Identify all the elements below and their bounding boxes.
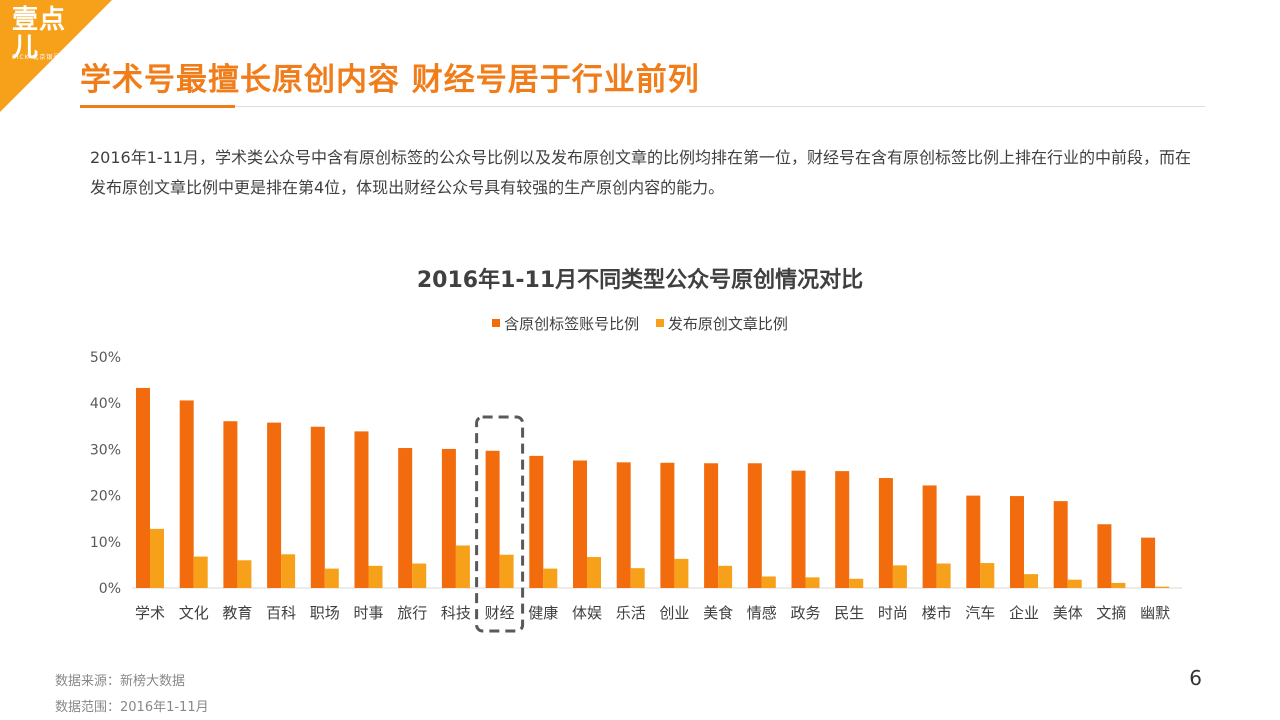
bar-original-tag (1097, 524, 1112, 588)
x-tick-label: 科技 (441, 604, 471, 622)
bar-original-tag (398, 448, 413, 588)
x-tick-label: 旅行 (397, 604, 427, 622)
x-tick-label: 乐活 (616, 604, 646, 622)
bar-original-article (1024, 574, 1038, 588)
bar-original-article (237, 560, 252, 588)
bar-original-tag (616, 462, 631, 588)
brand-logo (0, 0, 112, 112)
x-tick-label: 企业 (1009, 604, 1039, 622)
y-tick-label: 0% (99, 581, 121, 597)
x-tick-label: 美食 (703, 604, 733, 622)
x-tick-label: 汽车 (965, 604, 995, 622)
bar-original-article (936, 563, 951, 588)
bar-original-tag (267, 422, 282, 588)
bar-original-article (455, 545, 470, 588)
bar-original-article (892, 565, 907, 588)
bar-original-tag (441, 448, 456, 588)
legend-item-original-tag: 含原创标签账号比例 (492, 313, 639, 334)
bar-original-article (1111, 582, 1126, 588)
logo-corner-shape (0, 0, 112, 112)
bar-original-article (412, 563, 427, 588)
bar-original-tag (835, 471, 850, 588)
bar-original-tag (966, 495, 981, 588)
bar-original-tag (485, 450, 500, 588)
bar-original-article (805, 577, 820, 588)
y-tick-label: 10% (90, 535, 121, 551)
legend-swatch-original-tag (492, 318, 501, 327)
bar-original-article (543, 568, 558, 588)
legend-swatch-original-article (655, 318, 664, 327)
bar-original-article (324, 568, 339, 588)
bar-original-article (150, 528, 164, 588)
x-tick-label: 时事 (353, 604, 383, 622)
y-tick-label: 40% (90, 396, 121, 412)
bar-original-tag (1141, 537, 1156, 588)
x-tick-label: 学术 (135, 604, 165, 622)
bar-original-tag (310, 426, 325, 588)
x-tick-label: 楼市 (922, 604, 952, 622)
x-tick-label: 教育 (222, 604, 252, 622)
x-tick-label: 民生 (834, 604, 864, 622)
bar-original-tag (1010, 496, 1024, 588)
bar-original-article (499, 554, 514, 588)
bar-original-article (674, 558, 689, 588)
legend-label-original-tag: 含原创标签账号比例 (504, 315, 640, 333)
bar-original-tag (878, 478, 893, 588)
y-tick-label: 30% (90, 442, 121, 458)
bar-original-tag (747, 463, 762, 588)
bar-original-tag (179, 400, 194, 588)
bar-original-article (718, 565, 733, 588)
bar-original-tag (791, 470, 806, 588)
x-tick-label: 文摘 (1096, 604, 1126, 622)
page-title: 学术号最擅长原创内容 财经号居于行业前列 (80, 62, 700, 98)
x-tick-label: 百科 (266, 604, 296, 622)
logo-text: 壹点儿 (12, 5, 67, 63)
bar-original-tag (704, 463, 719, 588)
bar-original-article (980, 563, 995, 588)
title-divider (80, 106, 1205, 107)
bar-original-tag (136, 387, 150, 588)
page-number: 6 (1189, 666, 1202, 690)
bar-original-tag (223, 421, 238, 588)
x-tick-label: 美体 (1053, 604, 1083, 622)
x-tick-label: 情感 (747, 604, 777, 622)
bar-original-tag (660, 462, 675, 588)
bar-original-article (281, 554, 296, 588)
x-tick-label: 幽默 (1140, 604, 1170, 622)
data-range-note: 数据范围：2016年1-11月 (55, 700, 209, 715)
bar-original-article (849, 578, 864, 588)
legend-label-original-article: 发布原创文章比例 (667, 315, 788, 333)
data-source-note: 数据来源：新榜大数据 (55, 674, 186, 689)
intro-paragraph: 2016年1-11月，学术类公众号中含有原创标签的公众号比例以及发布原创文章的比… (90, 148, 1192, 197)
x-tick-label: 创业 (659, 604, 689, 622)
chart-legend: 含原创标签账号比例 发布原创文章比例 (0, 313, 1280, 334)
legend-item-original-article: 发布原创文章比例 (655, 313, 788, 334)
x-tick-label: 职场 (310, 604, 340, 622)
title-divider-accent (80, 105, 235, 108)
x-tick-label: 政务 (790, 604, 820, 622)
x-tick-label: 文化 (179, 604, 209, 622)
highlight-box-caijing (475, 415, 525, 633)
bar-original-article (587, 557, 601, 588)
bar-original-tag (922, 485, 937, 588)
bar-original-article (193, 556, 208, 588)
x-tick-label: 时尚 (878, 604, 908, 622)
bar-original-article (1067, 579, 1082, 588)
bar-original-article (368, 565, 383, 588)
bar-original-article (630, 568, 645, 588)
chart-title: 2016年1-11月不同类型公众号原创情况对比 (416, 268, 864, 293)
bar-original-tag (1053, 501, 1068, 588)
y-tick-label: 50% (90, 350, 121, 366)
bar-original-tag (354, 431, 369, 588)
x-tick-label: 财经 (485, 604, 515, 622)
bar-chart: 0% 10% 20% 30% 40% 50% 学术 文化 教育 百科 职场 时事 旅行 科技 财经 健康 体娱乐… (90, 350, 1182, 633)
x-tick-label: 体娱 (572, 604, 602, 622)
logo-subtext: PICK 北京银号 (12, 54, 61, 61)
x-tick-label: 健康 (528, 604, 558, 622)
bar-original-article (761, 576, 776, 588)
bar-original-tag (573, 460, 587, 588)
bar-original-article (1155, 586, 1170, 588)
bar-original-tag (529, 455, 544, 588)
y-tick-label: 20% (90, 489, 121, 505)
